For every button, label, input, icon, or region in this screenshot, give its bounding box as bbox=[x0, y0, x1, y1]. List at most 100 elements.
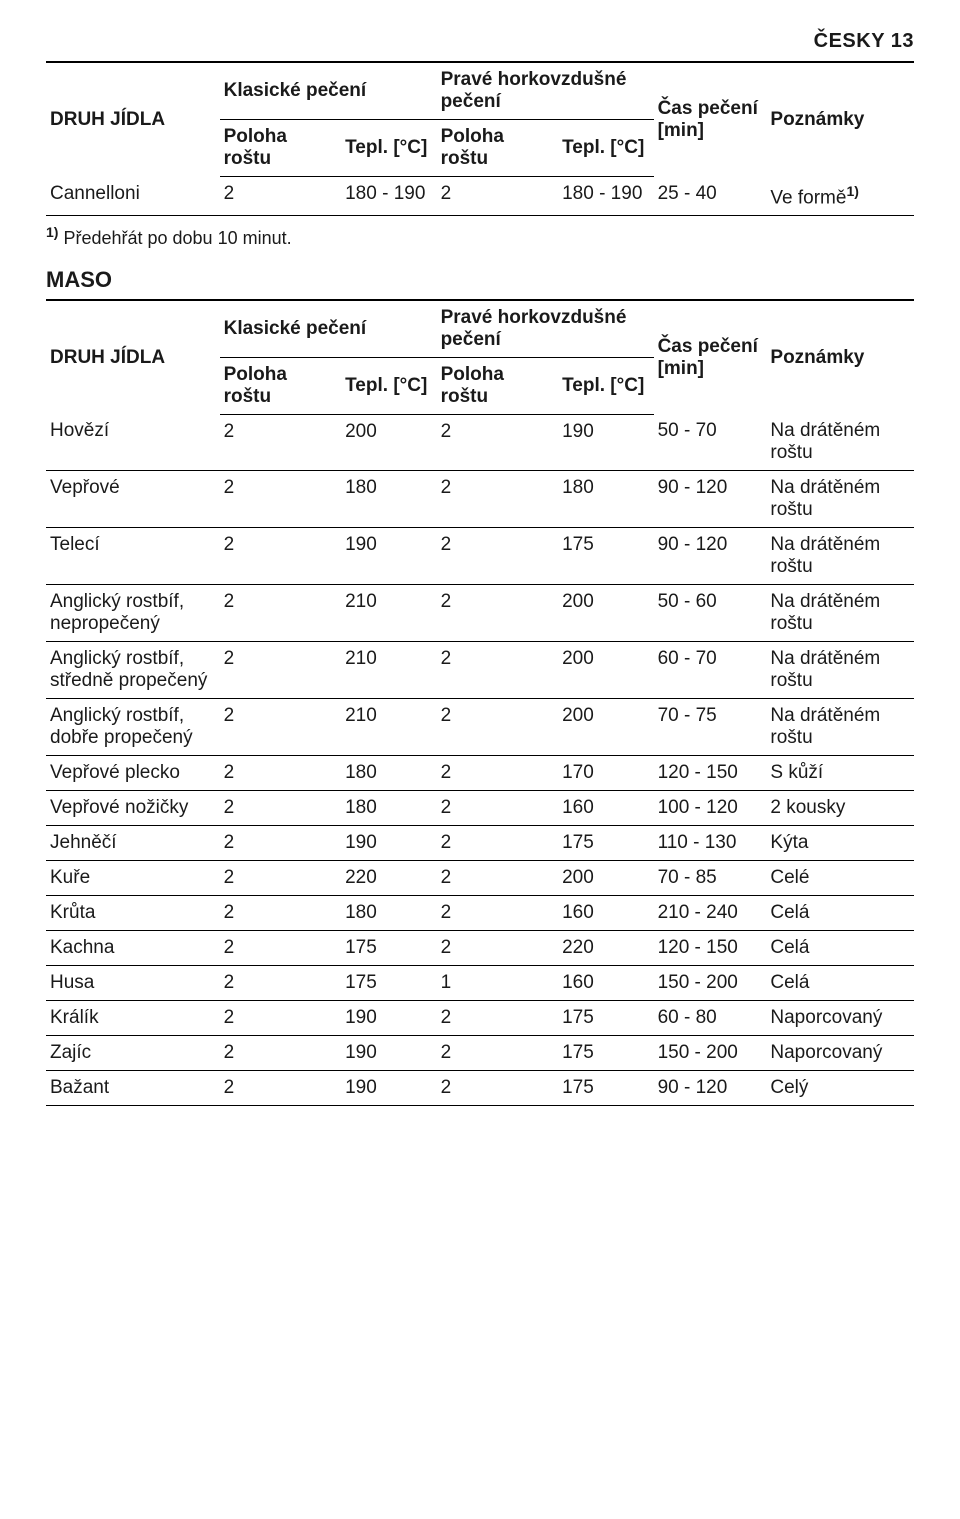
page: ČESKY 13 DRUH JÍDLA Klasické pečení Prav… bbox=[0, 0, 960, 1519]
th-temp2: Tepl. [°C] bbox=[558, 357, 653, 414]
cell-notes: Na drátěném roštu bbox=[766, 699, 914, 756]
th-fan: Pravé horkovzdušné pečení bbox=[437, 62, 654, 120]
cell-temp: 200 bbox=[341, 414, 436, 471]
cell-pos: 2 bbox=[220, 414, 342, 471]
cell-pos: 2 bbox=[220, 756, 342, 791]
th-classic: Klasické pečení bbox=[220, 300, 437, 358]
table-row: Vepřové plecko21802170120 - 150S kůží bbox=[46, 756, 914, 791]
cell-temp: 190 bbox=[341, 1001, 436, 1036]
cell-time: 50 - 60 bbox=[654, 585, 767, 642]
table-row: Anglický rostbíf, středně propečený22102… bbox=[46, 642, 914, 699]
th-time: Čas pečení [min] bbox=[654, 62, 767, 177]
page-header: ČESKY 13 bbox=[46, 30, 914, 53]
th-pos: Poloha roštu bbox=[220, 120, 342, 177]
cell-temp2: 180 bbox=[558, 471, 653, 528]
cell-temp2: 200 bbox=[558, 861, 653, 896]
cell-temp: 180 bbox=[341, 896, 436, 931]
cell-pos: 2 bbox=[220, 791, 342, 826]
table-row: Vepřové2180218090 - 120Na drátěném roštu bbox=[46, 471, 914, 528]
cell-notes: Celé bbox=[766, 861, 914, 896]
section-title-maso: MASO bbox=[46, 267, 914, 293]
cell-notes: Kýta bbox=[766, 826, 914, 861]
cell-temp: 180 bbox=[341, 471, 436, 528]
cell-notes: 2 kousky bbox=[766, 791, 914, 826]
cell-time: 60 - 80 bbox=[654, 1001, 767, 1036]
cell-dish: Hovězí bbox=[46, 414, 220, 471]
cell-temp2: 175 bbox=[558, 1071, 653, 1106]
cell-temp: 220 bbox=[341, 861, 436, 896]
cell-time: 50 - 70 bbox=[654, 414, 767, 471]
cell-temp2: 160 bbox=[558, 791, 653, 826]
footnote-mark: 1) bbox=[46, 224, 58, 240]
cell-pos: 2 bbox=[220, 471, 342, 528]
cell-dish: Jehněčí bbox=[46, 826, 220, 861]
cell-temp: 190 bbox=[341, 528, 436, 585]
cell-temp: 175 bbox=[341, 966, 436, 1001]
cell-pos: 2 bbox=[220, 896, 342, 931]
th-dish: DRUH JÍDLA bbox=[46, 62, 220, 177]
cell-time: 150 - 200 bbox=[654, 966, 767, 1001]
cell-dish: Telecí bbox=[46, 528, 220, 585]
cell-notes: Na drátěném roštu bbox=[766, 414, 914, 471]
cell-time: 210 - 240 bbox=[654, 896, 767, 931]
cell-notes: Na drátěném roštu bbox=[766, 471, 914, 528]
cell-temp2: 190 bbox=[558, 414, 653, 471]
cell-pos2: 2 bbox=[437, 585, 559, 642]
cell-temp2: 175 bbox=[558, 528, 653, 585]
cell-pos2: 2 bbox=[437, 1071, 559, 1106]
cell-pos: 2 bbox=[220, 1001, 342, 1036]
cell-pos2: 2 bbox=[437, 414, 559, 471]
table-1: DRUH JÍDLA Klasické pečení Pravé horkovz… bbox=[46, 61, 914, 216]
cell-time: 120 - 150 bbox=[654, 756, 767, 791]
cell-pos2: 2 bbox=[437, 931, 559, 966]
table-row: Hovězí2200219050 - 70Na drátěném roštu bbox=[46, 414, 914, 471]
cell-temp: 210 bbox=[341, 642, 436, 699]
table-row: Anglický rostbíf, nepropečený2210220050 … bbox=[46, 585, 914, 642]
cell-temp2: 200 bbox=[558, 642, 653, 699]
table-row: Králík2190217560 - 80Naporcovaný bbox=[46, 1001, 914, 1036]
table-row: Bažant2190217590 - 120Celý bbox=[46, 1071, 914, 1106]
footnote-text: Předehřát po dobu 10 minut. bbox=[58, 228, 291, 248]
cell-pos2: 2 bbox=[437, 177, 559, 216]
cell-temp2: 160 bbox=[558, 966, 653, 1001]
cell-notes-sup: 1) bbox=[846, 183, 858, 199]
cell-notes: Na drátěném roštu bbox=[766, 528, 914, 585]
cell-temp2: 180 - 190 bbox=[558, 177, 653, 216]
cell-temp: 180 bbox=[341, 756, 436, 791]
th-dish: DRUH JÍDLA bbox=[46, 300, 220, 415]
cell-notes: Na drátěném roštu bbox=[766, 642, 914, 699]
cell-temp: 180 bbox=[341, 791, 436, 826]
cell-pos: 2 bbox=[220, 642, 342, 699]
cell-temp: 190 bbox=[341, 1071, 436, 1106]
table-row: Vepřové nožičky21802160100 - 1202 kousky bbox=[46, 791, 914, 826]
cell-pos2: 2 bbox=[437, 896, 559, 931]
table-row: Zajíc21902175150 - 200Naporcovaný bbox=[46, 1036, 914, 1071]
cell-temp: 175 bbox=[341, 931, 436, 966]
cell-notes: Ve formě1) bbox=[766, 177, 914, 216]
cell-dish: Husa bbox=[46, 966, 220, 1001]
th-classic: Klasické pečení bbox=[220, 62, 437, 120]
cell-pos2: 2 bbox=[437, 826, 559, 861]
table-row: Krůta21802160210 - 240Celá bbox=[46, 896, 914, 931]
table-1-body: Cannelloni 2 180 - 190 2 180 - 190 25 - … bbox=[46, 177, 914, 216]
cell-pos: 2 bbox=[220, 1071, 342, 1106]
cell-dish: Králík bbox=[46, 1001, 220, 1036]
cell-pos: 2 bbox=[220, 699, 342, 756]
cell-notes: Celý bbox=[766, 1071, 914, 1106]
cell-pos: 2 bbox=[220, 177, 342, 216]
cell-temp: 190 bbox=[341, 826, 436, 861]
cell-time: 90 - 120 bbox=[654, 471, 767, 528]
table-row: Kuře2220220070 - 85Celé bbox=[46, 861, 914, 896]
table-row: Kachna21752220120 - 150Celá bbox=[46, 931, 914, 966]
table-row: Anglický rostbíf, dobře propečený2210220… bbox=[46, 699, 914, 756]
th-temp: Tepl. [°C] bbox=[341, 120, 436, 177]
cell-pos: 2 bbox=[220, 1036, 342, 1071]
cell-notes: Celá bbox=[766, 931, 914, 966]
cell-pos: 2 bbox=[220, 585, 342, 642]
cell-time: 150 - 200 bbox=[654, 1036, 767, 1071]
cell-dish: Vepřové plecko bbox=[46, 756, 220, 791]
cell-dish: Vepřové bbox=[46, 471, 220, 528]
cell-dish: Kuře bbox=[46, 861, 220, 896]
cell-notes: Na drátěném roštu bbox=[766, 585, 914, 642]
cell-temp2: 175 bbox=[558, 1001, 653, 1036]
